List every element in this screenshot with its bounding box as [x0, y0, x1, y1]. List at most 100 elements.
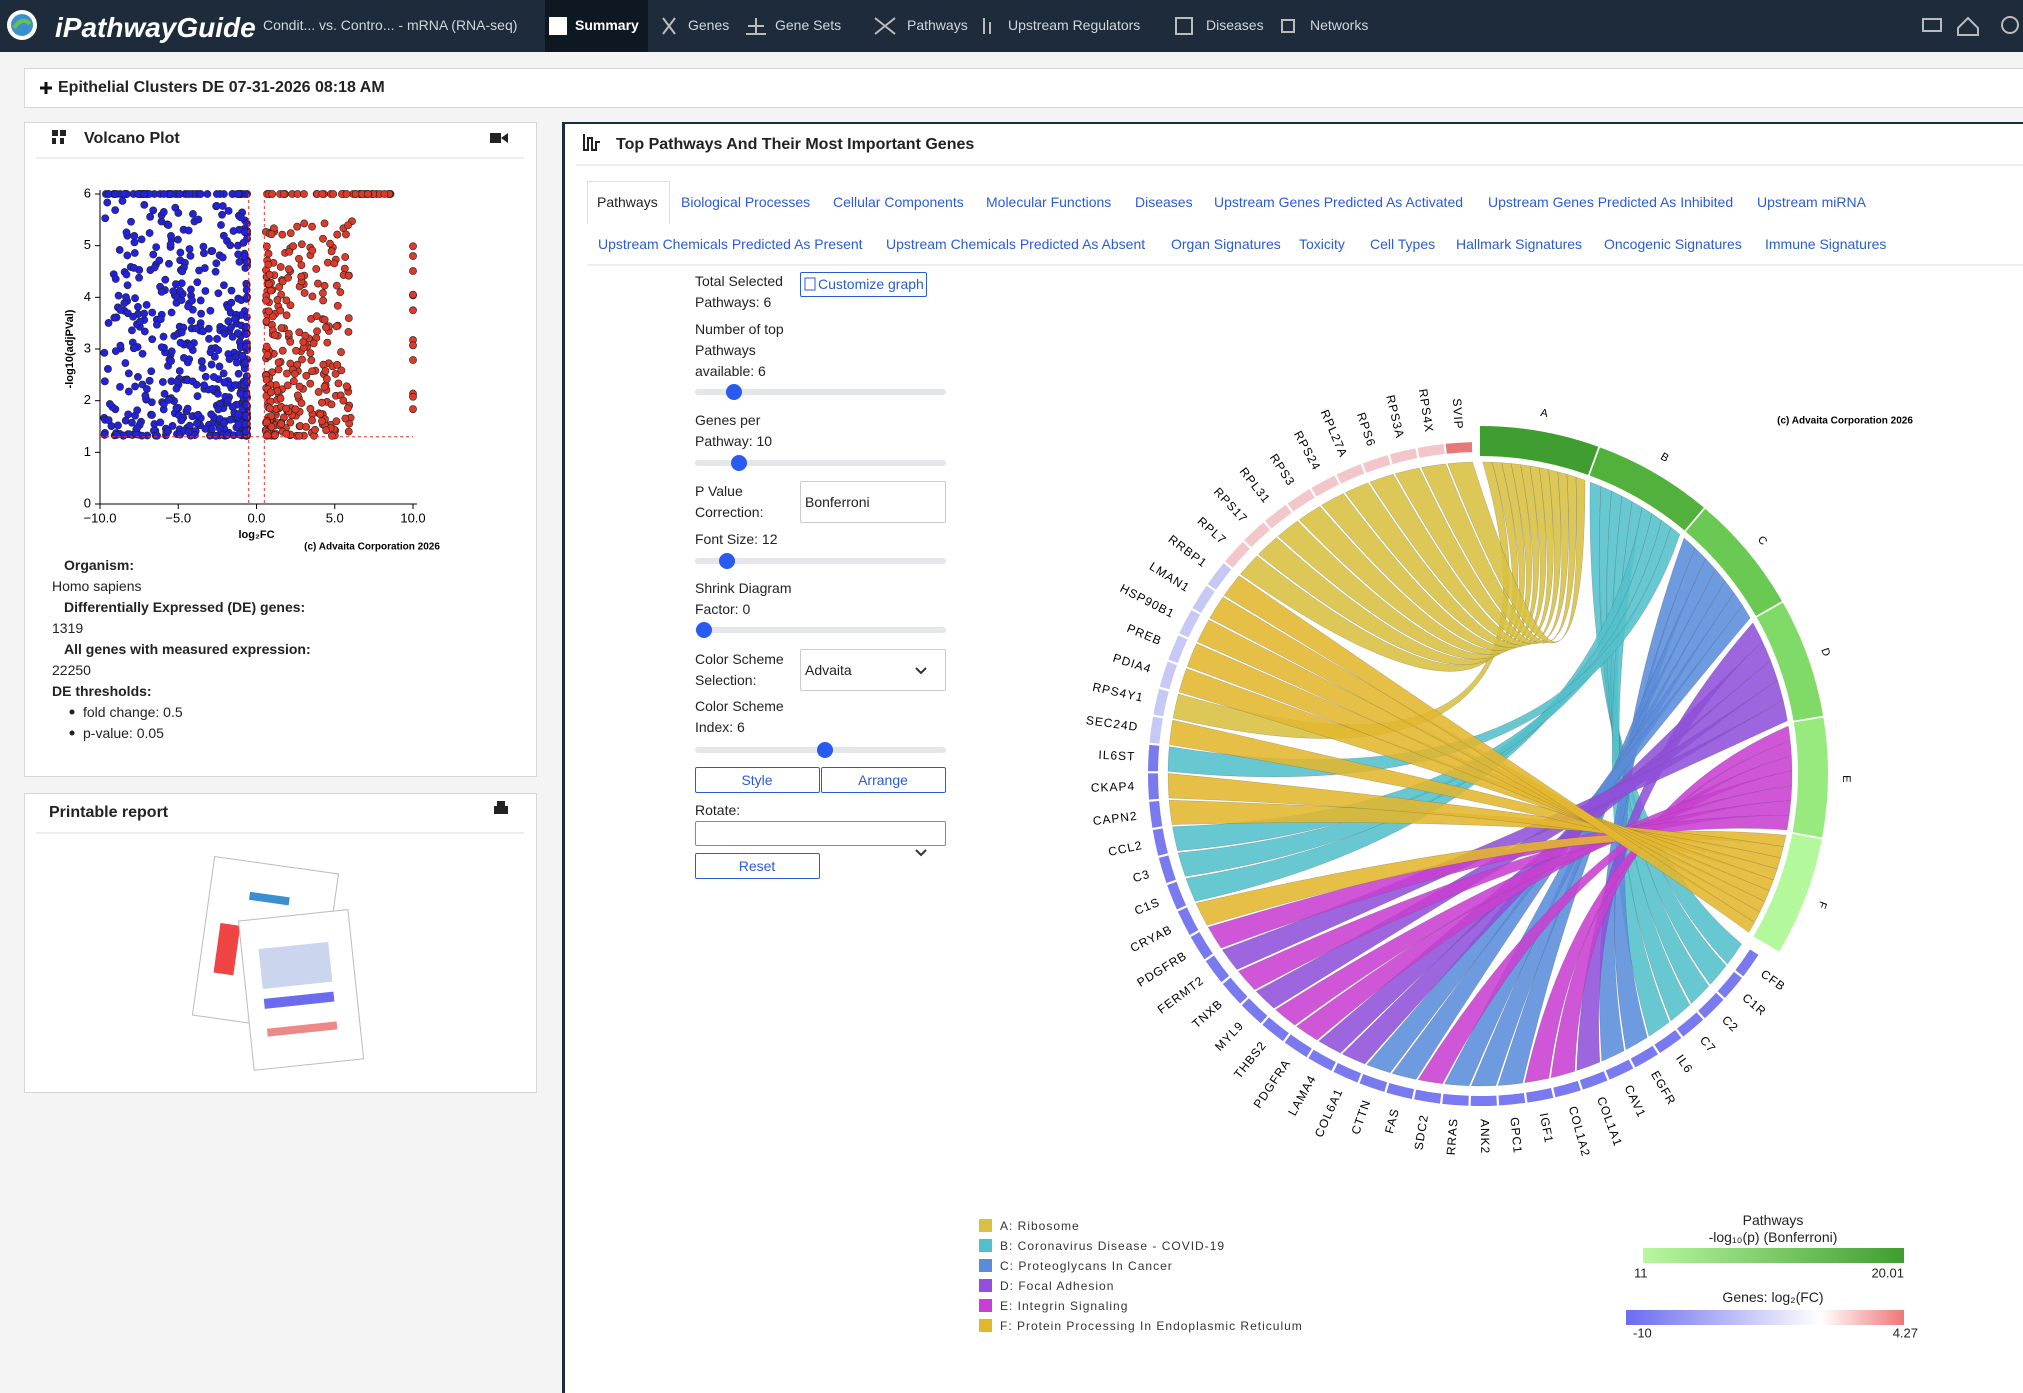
volcano-dot [306, 379, 315, 388]
volcano-dot [176, 338, 185, 347]
tab[interactable]: Diseases [1135, 194, 1193, 210]
volcano-dot [321, 367, 330, 375]
gene-arc [1498, 1092, 1526, 1106]
gene-arc [1359, 1074, 1388, 1092]
volcano-dot [110, 313, 119, 322]
gene-label: GPC1 [1507, 1117, 1524, 1155]
tab[interactable]: Upstream Chemicals Predicted As Absent [886, 236, 1146, 252]
volcano-dot [233, 329, 242, 338]
gene-label: CKAP4 [1091, 779, 1136, 795]
volcano-dot [265, 404, 274, 413]
volcano-dot [344, 271, 353, 280]
slider-thumb[interactable] [696, 622, 712, 638]
volcano-dot [123, 281, 132, 290]
tab[interactable]: Cellular Components [833, 194, 964, 210]
volcano-dot [186, 341, 194, 350]
volcano-dot [282, 296, 291, 305]
select-value[interactable]: Advaita [805, 662, 852, 678]
rotate-input[interactable] [695, 821, 946, 846]
nav-item[interactable]: Networks [1310, 17, 1369, 33]
volcano-dot [167, 347, 176, 356]
gene-arc [1630, 1045, 1658, 1068]
nav-item[interactable]: Gene Sets [775, 17, 842, 33]
volcano-dot [128, 418, 136, 427]
volcano-dot [262, 317, 271, 326]
button-label[interactable]: Customize graph [818, 276, 924, 292]
control-label: Color Scheme Selection: [695, 651, 784, 688]
gene-arc [1205, 955, 1230, 983]
volcano-dot [145, 229, 154, 237]
volcano-dot [111, 347, 120, 355]
tab[interactable]: Upstream Genes Predicted As Inhibited [1488, 194, 1734, 210]
gene-arc [1308, 1049, 1336, 1071]
volcano-dot [208, 384, 217, 393]
volcano-dot [225, 355, 234, 363]
tab[interactable]: Organ Signatures [1171, 236, 1281, 252]
slider-thumb[interactable] [719, 553, 735, 569]
nav-item[interactable]: Diseases [1206, 17, 1264, 33]
legend-swatch [979, 1279, 992, 1292]
chord-ribbon [1497, 558, 1716, 1086]
nav-item[interactable]: Upstream Regulators [1008, 17, 1141, 33]
tab[interactable]: Oncogenic Signatures [1604, 236, 1742, 252]
select-value[interactable]: Bonferroni [805, 494, 870, 510]
volcano-dot [329, 190, 338, 198]
tab[interactable]: Immune Signatures [1765, 236, 1887, 252]
y-tick-label: 4 [84, 289, 91, 304]
style-button[interactable] [695, 767, 820, 793]
volcano-dot [220, 329, 229, 338]
volcano-dot [273, 296, 282, 304]
gene-label: CAV1 [1622, 1083, 1649, 1120]
tab[interactable]: Upstream miRNA [1757, 194, 1866, 210]
tab[interactable]: Upstream Chemicals Predicted As Present [598, 236, 863, 252]
pvalue-select[interactable] [800, 481, 946, 523]
volcano-dot [268, 312, 277, 321]
reset-button[interactable] [695, 853, 820, 879]
volcano-dot [112, 430, 121, 439]
gene-label: COL6A1 [1312, 1086, 1346, 1139]
volcano-dot [114, 291, 123, 300]
volcano-dot [138, 349, 147, 358]
tab[interactable]: Biological Processes [681, 194, 811, 210]
volcano-dot [167, 308, 176, 317]
arrange-button[interactable] [821, 767, 946, 793]
volcano-dot [207, 410, 216, 419]
tab[interactable]: Molecular Functions [986, 194, 1112, 210]
active-tab[interactable] [587, 181, 670, 224]
volcano-dot [314, 279, 322, 288]
volcano-dot [339, 396, 348, 405]
nav-item[interactable]: Summary [575, 17, 639, 33]
tab[interactable]: Cell Types [1370, 236, 1436, 252]
customize-button[interactable] [800, 272, 927, 297]
scale-title: -log₁₀(p) (Bonferroni) [1708, 1229, 1838, 1245]
volcano-dot [122, 293, 130, 302]
slider-thumb[interactable] [817, 742, 833, 758]
nav-item[interactable]: Pathways [907, 17, 968, 33]
scheme-select[interactable] [800, 649, 946, 691]
panel-icons [52, 130, 600, 814]
context-selector[interactable]: Condit... vs. Contro... - mRNA (RNA-seq) [263, 17, 518, 33]
button-label[interactable]: Reset [738, 858, 776, 874]
slider-thumb[interactable] [731, 455, 747, 471]
button-label[interactable]: Arrange [858, 772, 908, 788]
button-label[interactable]: Style [741, 772, 773, 788]
gene-label: PDGFRA [1251, 1056, 1294, 1110]
slider-thumb[interactable] [726, 384, 742, 400]
tab[interactable]: Hallmark Signatures [1456, 236, 1583, 252]
tab[interactable]: Pathways [597, 194, 658, 210]
volcano-dot [148, 308, 157, 317]
gene-label: CCL2 [1107, 838, 1144, 859]
gene-label: PDIA4 [1111, 651, 1153, 676]
volcano-dot [100, 431, 109, 439]
volcano-dot [271, 431, 279, 440]
volcano-dot [104, 416, 113, 425]
tab[interactable]: Upstream Genes Predicted As Activated [1214, 194, 1464, 210]
gene-label: TNXB [1189, 997, 1225, 1031]
tab[interactable]: Toxicity [1299, 236, 1345, 252]
volcano-dot [133, 406, 142, 415]
nav-item[interactable]: Genes [688, 17, 730, 33]
legend-label: E: Integrin Signaling [1000, 1299, 1129, 1313]
volcano-dot [114, 421, 122, 430]
volcano-dot [319, 289, 327, 298]
volcano-dot [124, 387, 133, 396]
